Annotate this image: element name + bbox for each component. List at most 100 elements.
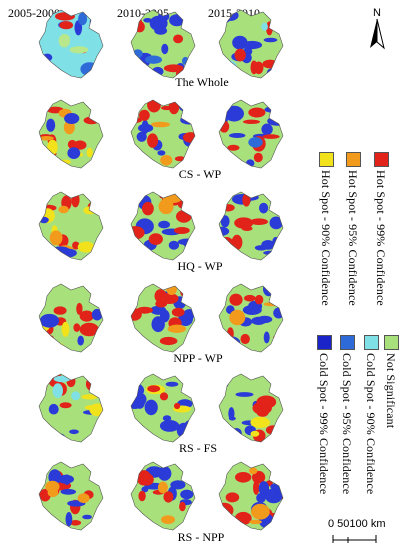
- row-label-the-whole: The Whole: [175, 75, 229, 89]
- map-patch: [90, 195, 103, 202]
- row-label-cs-wp: CS - WP: [178, 167, 222, 181]
- map-patch: [91, 308, 103, 321]
- map-patch: [39, 59, 48, 74]
- map-patch: [157, 481, 168, 494]
- map-2-0: [28, 190, 114, 264]
- map-patch: [174, 402, 181, 410]
- map-patch: [262, 134, 280, 139]
- legend-label-hot-90: Hot Spot - 90% Confidence: [319, 170, 333, 306]
- map-patch: [84, 405, 97, 410]
- map-patch: [60, 34, 70, 41]
- map-patch: [158, 220, 170, 229]
- map-patch: [131, 253, 142, 258]
- legend-label-cold-99: Cold Spot - 99% Confidence: [317, 353, 331, 495]
- map-patch: [45, 432, 66, 442]
- map-patch: [220, 215, 230, 228]
- map-patch: [145, 55, 162, 64]
- legend-label-hot-95: Hot Spot - 95% Confidence: [346, 170, 360, 306]
- map-patch: [39, 313, 60, 328]
- map-patch: [250, 416, 270, 428]
- map-patch: [250, 218, 268, 225]
- map-patch: [167, 324, 186, 333]
- map-patch: [229, 309, 246, 326]
- map-patch: [94, 385, 102, 395]
- map-patch: [231, 234, 243, 250]
- map-patch: [85, 376, 101, 392]
- map-patch: [242, 40, 263, 50]
- map-patch: [86, 147, 93, 158]
- map-patch: [138, 428, 147, 438]
- map-patch: [263, 37, 278, 43]
- map-patch: [69, 46, 89, 54]
- legend-label-cold-95: Cold Spot - 95% Confidence: [340, 353, 354, 495]
- map-patch: [55, 12, 75, 21]
- map-patch: [57, 474, 74, 484]
- map-patch: [228, 416, 236, 421]
- map-patch: [151, 316, 165, 333]
- map-patch: [263, 331, 270, 344]
- map-patch: [136, 306, 153, 314]
- legend-label-hot-99: Hot Spot - 99% Confidence: [374, 170, 388, 306]
- map-patch: [79, 322, 99, 337]
- map-patch: [252, 470, 266, 484]
- map-patch: [131, 14, 142, 31]
- map-patch: [219, 100, 227, 110]
- map-patch: [77, 335, 84, 346]
- map-patch: [148, 233, 163, 245]
- map-patch: [179, 102, 192, 112]
- map-patch: [47, 335, 55, 344]
- row-label-npp-wp: NPP - WP: [173, 351, 223, 365]
- map-patch: [72, 241, 80, 250]
- map-patch: [234, 217, 254, 229]
- column-header-2005-2000: 2005-2000: [8, 6, 60, 20]
- map-patch: [154, 26, 168, 35]
- legend-swatch-hot-90: [319, 152, 334, 167]
- map-patch: [180, 489, 194, 500]
- legend-swatch-cold-95: [340, 335, 355, 350]
- map-patch: [173, 34, 184, 44]
- map-patch: [59, 21, 74, 30]
- map-patch: [65, 512, 73, 527]
- map-patch: [39, 216, 49, 224]
- map-patch: [240, 333, 250, 345]
- map-patch: [138, 490, 146, 502]
- map-patch: [46, 118, 56, 132]
- map-patch: [220, 336, 241, 350]
- map-patch: [79, 310, 94, 322]
- scale-bar-graphic: [332, 535, 377, 543]
- map-patch: [53, 306, 67, 315]
- map-patch: [159, 420, 180, 432]
- map-patch: [151, 121, 170, 128]
- legend-label-cold-90: Cold Spot - 90% Confidence: [364, 353, 378, 495]
- map-patch: [243, 119, 260, 124]
- map-patch: [168, 240, 180, 250]
- legend-swatch-not-significant: [384, 335, 399, 350]
- row-label-rs-npp: RS - NPP: [177, 530, 225, 544]
- map-2-2: [208, 190, 294, 264]
- legend-swatch-cold-90: [364, 335, 379, 350]
- map-patch: [219, 10, 232, 24]
- map-patch: [270, 200, 283, 208]
- map-patch: [78, 12, 88, 26]
- map-patch: [89, 17, 101, 28]
- map-patch: [227, 327, 234, 340]
- map-patch: [263, 284, 275, 297]
- map-patch: [272, 19, 283, 29]
- map-patch: [147, 385, 161, 393]
- map-5-2: [208, 460, 294, 534]
- map-patch: [242, 305, 262, 315]
- scale-bar-label: 0 50100 km: [328, 518, 386, 530]
- map-patch: [39, 286, 51, 291]
- map-patch: [219, 120, 230, 133]
- map-patch: [261, 240, 275, 250]
- map-patch: [219, 502, 234, 518]
- map-patch: [48, 430, 61, 442]
- map-patch: [142, 201, 154, 216]
- map-patch: [267, 116, 283, 126]
- legend-swatch-hot-99: [374, 152, 389, 167]
- map-patch: [165, 381, 179, 387]
- map-4-0: [28, 372, 114, 446]
- map-patch: [221, 204, 235, 212]
- map-1-1: [120, 98, 206, 172]
- map-4-2: [208, 372, 294, 446]
